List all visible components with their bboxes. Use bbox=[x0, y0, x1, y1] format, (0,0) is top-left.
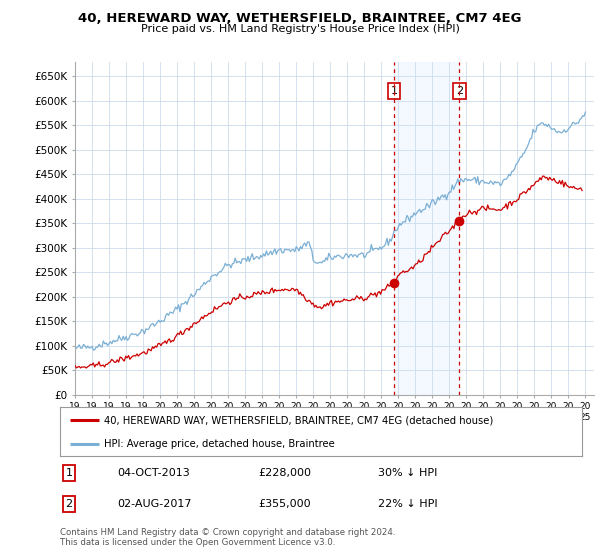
Text: 40, HEREWARD WAY, WETHERSFIELD, BRAINTREE, CM7 4EG: 40, HEREWARD WAY, WETHERSFIELD, BRAINTRE… bbox=[78, 12, 522, 25]
Text: 40, HEREWARD WAY, WETHERSFIELD, BRAINTREE, CM7 4EG (detached house): 40, HEREWARD WAY, WETHERSFIELD, BRAINTRE… bbox=[104, 416, 494, 426]
Text: 1: 1 bbox=[391, 86, 398, 96]
Text: 1: 1 bbox=[65, 468, 73, 478]
Text: HPI: Average price, detached house, Braintree: HPI: Average price, detached house, Brai… bbox=[104, 439, 335, 449]
Text: Price paid vs. HM Land Registry's House Price Index (HPI): Price paid vs. HM Land Registry's House … bbox=[140, 24, 460, 34]
Text: £355,000: £355,000 bbox=[258, 499, 311, 509]
Bar bbox=[394, 62, 459, 395]
Text: 30% ↓ HPI: 30% ↓ HPI bbox=[378, 468, 437, 478]
Text: Contains HM Land Registry data © Crown copyright and database right 2024.
This d: Contains HM Land Registry data © Crown c… bbox=[60, 528, 395, 547]
Text: 22% ↓ HPI: 22% ↓ HPI bbox=[378, 499, 437, 509]
Text: 2: 2 bbox=[455, 86, 463, 96]
Text: 04-OCT-2013: 04-OCT-2013 bbox=[117, 468, 190, 478]
Text: 02-AUG-2017: 02-AUG-2017 bbox=[117, 499, 191, 509]
Text: 2: 2 bbox=[65, 499, 73, 509]
Text: £228,000: £228,000 bbox=[258, 468, 311, 478]
